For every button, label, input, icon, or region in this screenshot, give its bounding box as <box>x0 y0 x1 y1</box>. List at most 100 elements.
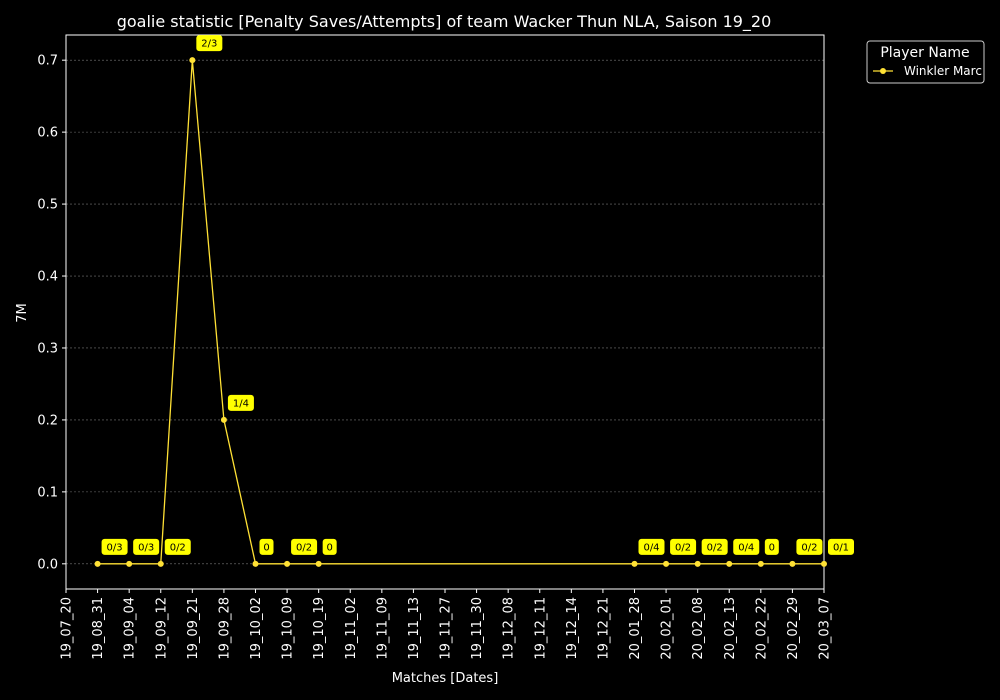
data-point <box>757 560 764 567</box>
x-tick-label: 20_02_22 <box>754 597 769 660</box>
data-label-text: 0/4 <box>643 542 659 553</box>
data-label: 0/4 <box>638 538 665 555</box>
data-point <box>631 560 638 567</box>
data-label: 0/2 <box>291 538 318 555</box>
data-label-box <box>828 538 854 555</box>
data-label-box <box>322 538 337 555</box>
data-label-text: 0/3 <box>138 542 154 553</box>
data-point <box>315 560 322 567</box>
data-label-text: 0 <box>326 542 332 553</box>
data-point <box>189 57 196 64</box>
data-label-text: 0/4 <box>738 542 754 553</box>
x-tick-label: 19_09_28 <box>217 597 232 660</box>
data-label-text: 0/2 <box>170 542 186 553</box>
data-point <box>126 560 133 567</box>
x-tick-label: 20_03_07 <box>818 597 833 660</box>
x-tick-label: 19_10_19 <box>312 597 327 660</box>
data-label: 0/2 <box>670 538 697 555</box>
data-label: 0/4 <box>733 538 760 555</box>
grid-lines <box>66 59 824 565</box>
x-tick-label: 20_02_08 <box>691 597 706 660</box>
x-tick-label: 20_02_29 <box>786 597 801 660</box>
x-tick-label: 19_10_02 <box>249 597 264 660</box>
x-tick-label: 19_10_09 <box>281 597 296 660</box>
data-label-box <box>701 538 728 555</box>
data-label: 0 <box>764 538 779 555</box>
y-tick-label: 0.4 <box>37 270 58 285</box>
data-label: 0/2 <box>164 538 191 555</box>
data-label-box <box>764 538 779 555</box>
data-label-box <box>196 35 223 52</box>
data-label-box <box>291 538 318 555</box>
y-tick-label: 0.3 <box>37 341 58 356</box>
series-line <box>97 60 824 565</box>
y-tick-label: 0.0 <box>37 557 58 572</box>
x-tick-label: 20_02_01 <box>660 597 675 660</box>
chart-title: goalie statistic [Penalty Saves/Attempts… <box>117 12 772 32</box>
data-label-text: 0 <box>263 542 269 553</box>
data-point <box>252 560 259 567</box>
data-label-box <box>133 538 160 555</box>
data-label: 0/3 <box>101 538 128 555</box>
y-axis: 0.0 0.1 0.2 0.3 0.4 0.5 0.6 0.7 <box>37 54 66 572</box>
data-label-box <box>101 538 128 555</box>
data-label: 0/1 <box>828 538 854 555</box>
data-point <box>94 560 101 567</box>
data-label-box <box>259 538 274 555</box>
data-label-text: 0 <box>769 542 775 553</box>
data-label: 1/4 <box>227 394 254 411</box>
data-labels: 0/3 0/3 0/2 2/3 1/4 0 0/2 0 0/4 0/2 0/2 0/4 0 0/2 0/1 <box>101 35 854 555</box>
data-label: 0 <box>322 538 337 555</box>
x-tick-label: 19_11_13 <box>407 597 422 660</box>
x-tick-label: 20_01_28 <box>628 597 643 660</box>
plot-area-frame <box>65 34 825 590</box>
x-tick-label: 19_11_30 <box>470 597 485 660</box>
data-label: 2/3 <box>196 35 223 52</box>
y-tick-label: 0.1 <box>37 485 58 500</box>
x-tick-label: 19_09_12 <box>154 597 169 660</box>
data-label-box <box>670 538 697 555</box>
x-tick-label: 19_11_09 <box>375 597 390 660</box>
data-label-text: 0/2 <box>296 542 312 553</box>
x-tick-label: 19_12_08 <box>502 597 517 660</box>
data-label-box <box>638 538 665 555</box>
x-tick-label: 19_11_27 <box>439 597 454 660</box>
data-point <box>726 560 733 567</box>
x-tick-label: 19_12_21 <box>596 597 611 660</box>
x-axis: 19_07_20 19_08_31 19_09_04 19_09_12 19_09_21… <box>60 589 833 660</box>
data-point <box>821 560 827 567</box>
x-tick-label: 19_11_02 <box>344 597 359 660</box>
data-label: 0/3 <box>133 538 160 555</box>
data-label: 0/2 <box>701 538 728 555</box>
data-label-box <box>796 538 823 555</box>
y-tick-label: 0.7 <box>37 54 58 69</box>
y-tick-label: 0.6 <box>37 126 58 141</box>
data-label-text: 0/2 <box>675 542 691 553</box>
legend: Player Name Winkler Marc <box>866 40 985 84</box>
data-label-text: 0/1 <box>833 542 849 553</box>
data-point <box>663 560 670 567</box>
x-tick-label: 19_07_20 <box>60 597 75 660</box>
legend-point-marker <box>880 68 886 74</box>
x-tick-label: 19_08_31 <box>91 597 106 660</box>
data-label-text: 1/4 <box>233 398 249 409</box>
data-label-text: 0/2 <box>801 542 817 553</box>
x-tick-label: 19_09_21 <box>186 597 201 660</box>
y-tick-label: 0.2 <box>37 413 58 428</box>
x-tick-label: 20_02_13 <box>723 597 738 660</box>
data-label-text: 0/3 <box>107 542 123 553</box>
series-group <box>94 57 827 567</box>
data-point <box>694 560 701 567</box>
data-label-box <box>733 538 760 555</box>
y-axis-label: 7M <box>15 303 30 323</box>
x-tick-label: 19_12_14 <box>565 597 580 660</box>
data-label: 0/2 <box>796 538 823 555</box>
data-point <box>789 560 796 567</box>
data-label-text: 0/2 <box>707 542 723 553</box>
data-label-box <box>227 394 254 411</box>
data-label-text: 2/3 <box>201 39 217 50</box>
x-axis-label: Matches [Dates] <box>392 671 499 686</box>
data-label: 0 <box>259 538 274 555</box>
legend-box <box>866 40 985 84</box>
